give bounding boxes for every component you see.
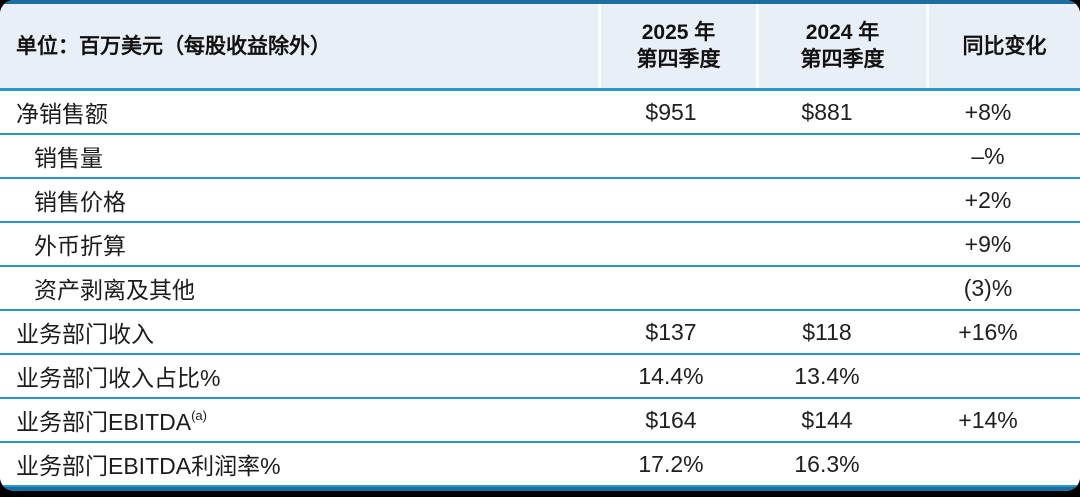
row-label: 业务部门收入占比%: [16, 365, 221, 391]
value-yoy: +8%: [964, 98, 1012, 125]
table-row-sales-price: 销售价格 +2%: [0, 179, 1080, 223]
value-2025-q4: 14.4%: [638, 362, 704, 389]
column-header-2024-q4-line1: 2024 年: [805, 21, 880, 44]
row-label: 业务部门EBITDA利润率%: [16, 453, 281, 479]
table-row-segment-ebitda-margin: 业务部门EBITDA利润率% 17.2% 16.3%: [0, 443, 1080, 487]
row-label: 业务部门EBITDA(a): [0, 403, 598, 437]
table-row-segment-ebitda: 业务部门EBITDA(a) $164 $144 +14%: [0, 399, 1080, 443]
row-label-text: 业务部门EBITDA: [16, 409, 192, 435]
value-yoy: –%: [971, 142, 1005, 169]
bottom-accent-bar: [0, 487, 1080, 491]
value-2025-q4: $137: [645, 318, 697, 345]
table-row-net-sales: 净销售额 $951 $881 +8%: [0, 91, 1080, 135]
table-row-currency-translation: 外币折算 +9%: [0, 223, 1080, 267]
table-row-divestitures-other: 资产剥离及其他 (3)%: [0, 267, 1080, 311]
column-header-2024-q4: 2024 年 第四季度: [756, 4, 926, 88]
table-header-row: 单位：百万美元（每股收益除外） 2025 年 第四季度 2024 年 第四季度 …: [0, 4, 1080, 91]
row-label: 业务部门收入: [16, 321, 154, 347]
value-yoy: (3)%: [963, 274, 1013, 301]
row-label: 销售量: [34, 145, 103, 171]
column-header-yoy-change: 同比变化: [926, 4, 1080, 88]
unit-header-cell: 单位：百万美元（每股收益除外）: [0, 4, 598, 88]
row-label: 净销售额: [16, 101, 108, 127]
column-header-yoy-label: 同比变化: [962, 34, 1047, 58]
value-2024-q4: $118: [802, 318, 852, 345]
column-header-2025-q4-line1: 2025 年: [641, 21, 716, 44]
value-2024-q4: $144: [801, 406, 853, 433]
value-2025-q4: $164: [645, 406, 697, 433]
value-2024-q4: 13.4%: [794, 362, 860, 389]
value-yoy: +9%: [964, 230, 1012, 257]
value-yoy: +14%: [958, 406, 1018, 433]
value-yoy: +16%: [958, 318, 1018, 345]
value-2025-q4: 17.2%: [638, 450, 704, 477]
unit-header-label: 单位：百万美元（每股收益除外）: [16, 34, 331, 58]
footnote-marker-a: (a): [191, 408, 207, 424]
column-header-2025-q4-line2: 第四季度: [636, 48, 721, 71]
top-accent-bar: [0, 0, 1080, 4]
value-yoy: +2%: [964, 186, 1012, 213]
table-row-segment-income-percent: 业务部门收入占比% 14.4% 13.4%: [0, 355, 1080, 399]
column-header-2025-q4: 2025 年 第四季度: [598, 4, 756, 88]
row-label: 资产剥离及其他: [34, 277, 195, 303]
value-2024-q4: $881: [801, 98, 853, 125]
table-row-sales-volume: 销售量 –%: [0, 135, 1080, 179]
value-2024-q4: 16.3%: [794, 450, 860, 477]
value-2025-q4: $951: [645, 98, 697, 125]
row-label: 销售价格: [34, 189, 126, 215]
table-row-segment-income: 业务部门收入 $137 $118 +16%: [0, 311, 1080, 355]
row-label: 外币折算: [34, 233, 126, 259]
column-header-2024-q4-line2: 第四季度: [800, 48, 885, 71]
